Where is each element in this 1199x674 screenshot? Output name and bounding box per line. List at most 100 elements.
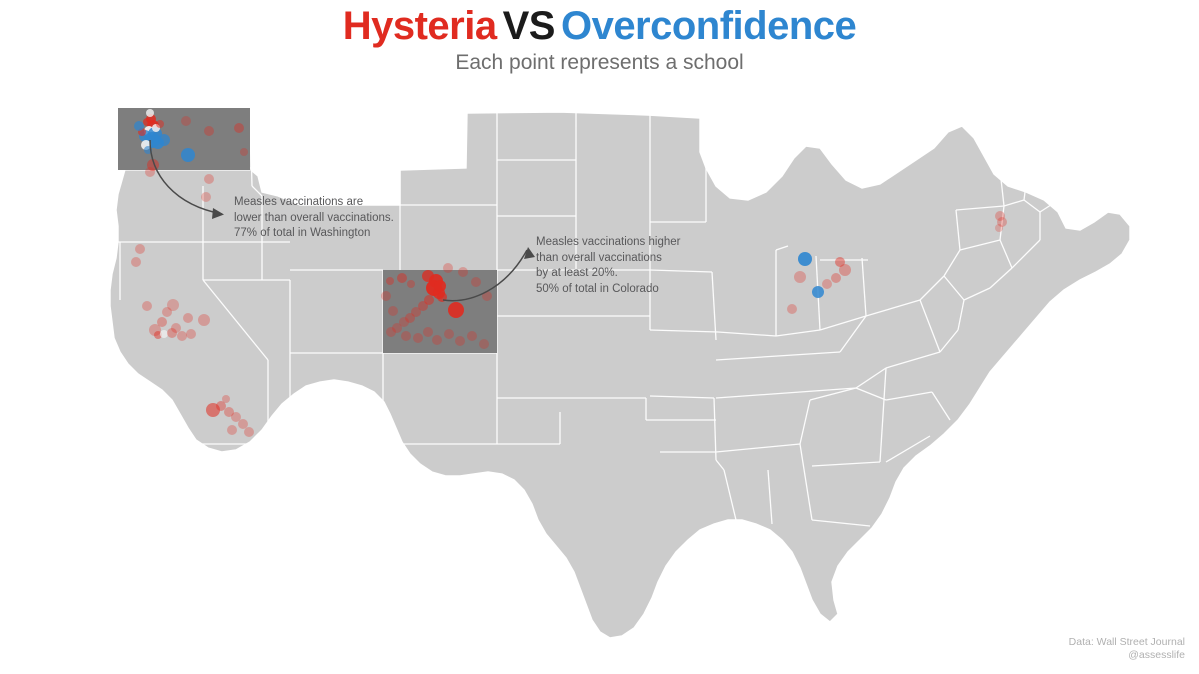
school-point [388, 306, 398, 316]
school-point [411, 307, 421, 317]
us-outline [109, 107, 1131, 639]
annotation-washington-line1: Measles vaccinations are [234, 196, 364, 208]
school-point [204, 174, 214, 184]
school-point [418, 301, 428, 311]
credit-block: Data: Wall Street Journal @assesslife [1069, 636, 1185, 662]
school-point [787, 304, 797, 314]
school-point [467, 331, 477, 341]
school-point [244, 427, 254, 437]
school-point [156, 120, 164, 128]
school-point [160, 330, 168, 338]
title-overconfidence: Overconfidence [560, 4, 857, 48]
school-point [458, 267, 468, 277]
school-point [145, 167, 155, 177]
school-point [171, 323, 181, 333]
arrow-colorado-head [524, 247, 535, 259]
school-point [134, 121, 144, 131]
credit-source: Data: Wall Street Journal [1068, 636, 1185, 648]
school-point [154, 331, 162, 339]
school-point [181, 116, 191, 126]
school-point [839, 264, 851, 276]
school-point [448, 302, 464, 318]
school-point [405, 313, 415, 323]
school-point [397, 273, 407, 283]
annotation-washington-line2: lower than overall vaccinations. [234, 211, 394, 224]
school-point [432, 335, 442, 345]
school-point [135, 244, 145, 254]
school-point [423, 327, 433, 337]
school-point [167, 328, 177, 338]
school-point [413, 333, 423, 343]
school-point [995, 211, 1005, 221]
school-point [997, 217, 1007, 227]
school-point [227, 425, 237, 435]
school-point [407, 280, 415, 288]
school-point [386, 277, 394, 285]
credit-handle: @assesslife [1128, 649, 1185, 661]
school-point [162, 307, 172, 317]
school-point [204, 126, 214, 136]
school-point [158, 134, 170, 146]
school-point [222, 395, 230, 403]
annotation-washington-line3: 77% of total in Washington [234, 227, 371, 239]
school-point [206, 403, 220, 417]
school-point [167, 299, 179, 311]
school-point [146, 109, 154, 117]
school-point [149, 324, 161, 336]
school-point [471, 277, 481, 287]
school-point [444, 329, 454, 339]
annotation-arrows [149, 139, 535, 302]
school-point [231, 412, 241, 422]
annotation-colorado-line2: than overall vaccinations [536, 251, 662, 264]
school-point [381, 291, 391, 301]
school-point [455, 336, 465, 346]
page-title: Hysteria VS Overconfidence [0, 4, 1199, 48]
school-point [386, 327, 396, 337]
us-states-fill [109, 107, 1131, 639]
school-points-layer [131, 109, 1007, 437]
school-point [401, 331, 411, 341]
arrow-washington-head [212, 208, 224, 219]
school-point [835, 257, 845, 267]
annotation-colorado-line4: 50% of total in Colorado [536, 282, 659, 295]
annotation-colorado-line1: Measles vaccinations higher [536, 236, 681, 248]
annotation-washington: Measles vaccinations are lower than over… [234, 195, 394, 242]
school-point [181, 148, 195, 162]
school-point [995, 224, 1003, 232]
school-point [234, 123, 244, 133]
school-point [183, 313, 193, 323]
page-subtitle: Each point represents a school [455, 51, 744, 74]
annotation-colorado: Measles vaccinations higher than overall… [536, 235, 680, 297]
school-point [240, 148, 248, 156]
school-point [157, 317, 167, 327]
school-point [142, 301, 152, 311]
school-point [798, 252, 812, 266]
annotation-colorado-line3: by at least 20%. [536, 267, 618, 279]
school-point [131, 257, 141, 267]
school-point [831, 273, 841, 283]
title-vs: VS [502, 4, 556, 48]
school-point [822, 279, 832, 289]
school-point [424, 295, 434, 305]
school-point [216, 401, 226, 411]
school-point [177, 331, 187, 341]
school-point [443, 263, 453, 273]
school-point [434, 280, 446, 292]
school-point [399, 317, 409, 327]
school-point [238, 419, 248, 429]
arrow-washington [149, 139, 223, 215]
school-point [812, 286, 824, 298]
header: Hysteria VS Overconfidence Each point repr… [0, 4, 1199, 76]
school-point [186, 329, 196, 339]
school-point [224, 407, 234, 417]
school-point [794, 271, 806, 283]
title-hysteria: Hysteria [342, 4, 497, 48]
school-point [479, 339, 489, 349]
school-point [201, 192, 211, 202]
arrow-colorado [442, 249, 528, 302]
school-point [392, 323, 402, 333]
school-point [198, 314, 210, 326]
